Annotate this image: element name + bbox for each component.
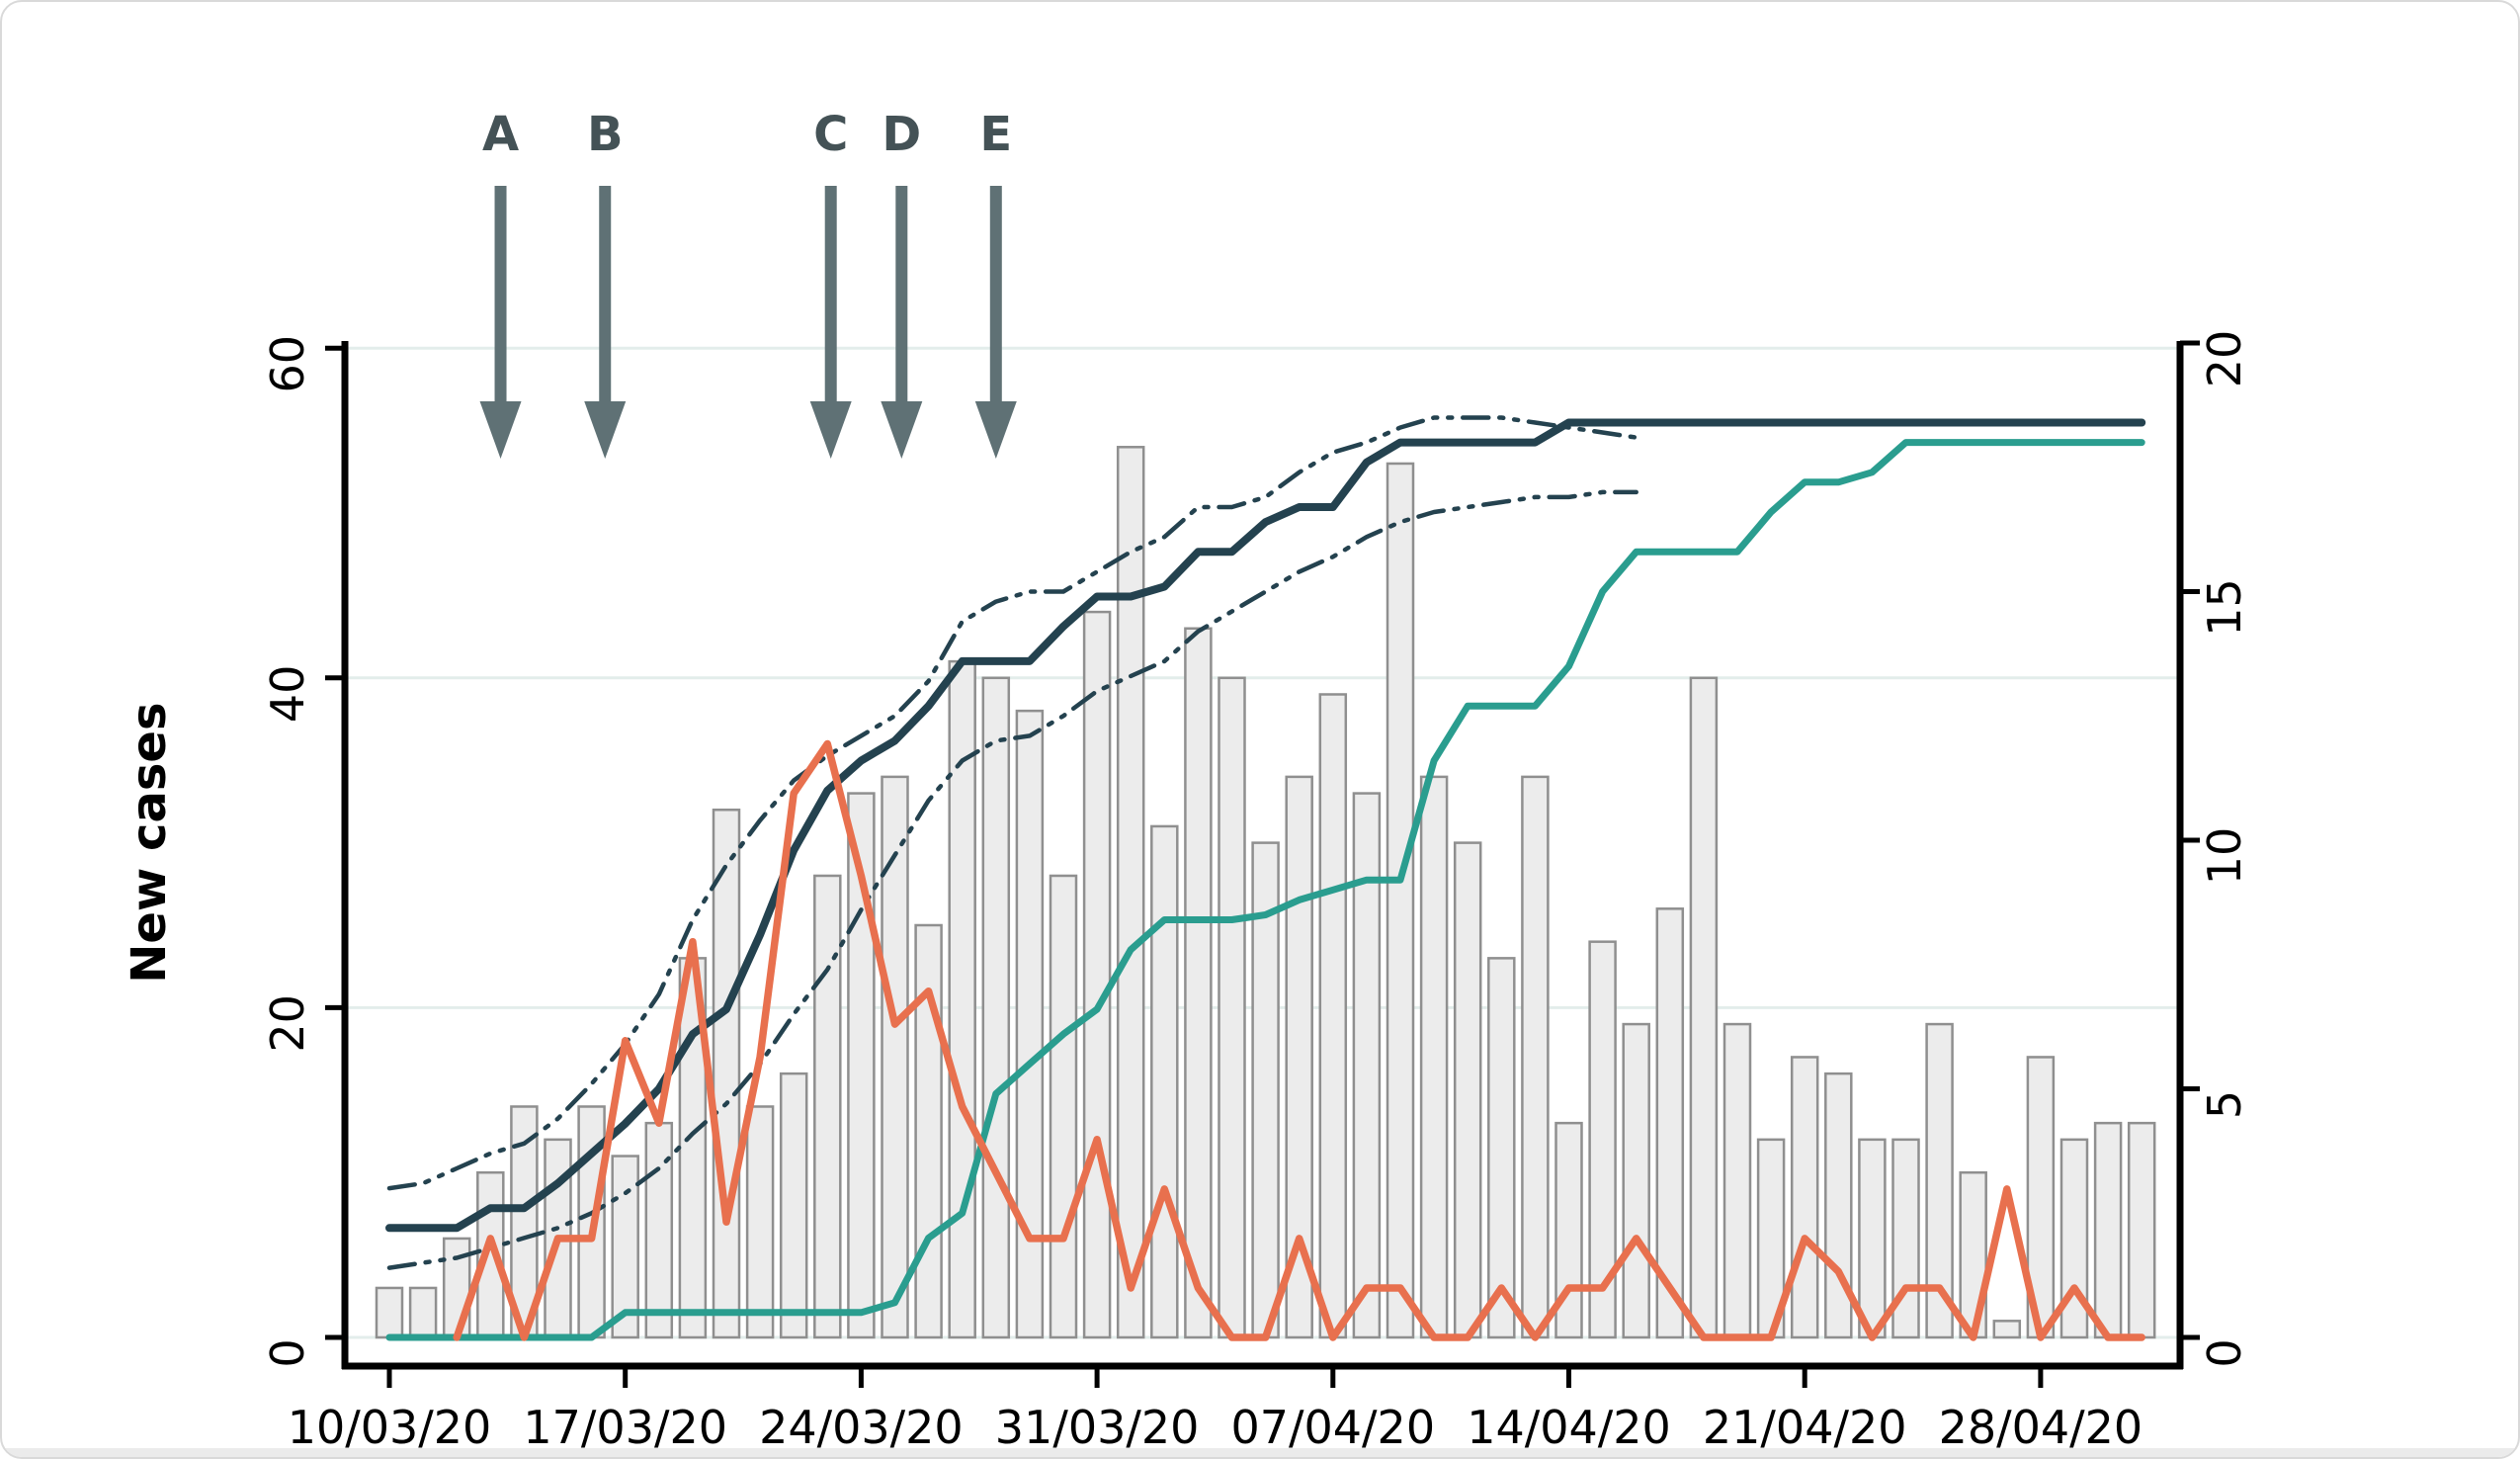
bar-day-08/04 <box>1352 792 1382 1339</box>
bar-day-29/03 <box>1015 709 1045 1339</box>
bar-day-16/04 <box>1622 1022 1650 1339</box>
bar-day-13/04 <box>1521 775 1550 1339</box>
arrow-label-c: C <box>813 107 848 162</box>
bar-day-05/04 <box>1251 841 1280 1339</box>
bar-day-21/04 <box>1790 1056 1819 1339</box>
arrow-head-A <box>479 401 522 459</box>
bar-day-31/03 <box>1082 610 1112 1339</box>
ci-upper-dashed <box>386 415 1638 1191</box>
bar-day-01/05 <box>2127 1121 2156 1339</box>
bar-day-02/04 <box>1150 824 1179 1339</box>
arrow-head-D <box>881 401 923 459</box>
bar-day-18/03 <box>644 1121 674 1339</box>
bar-day-10/04 <box>1419 775 1449 1339</box>
labels-layer: New cases 0 20 40 60 0 5 10 15 20 10/03/… <box>122 107 2251 1454</box>
date-tick-3: 31/03/20 <box>995 1401 1200 1454</box>
observed-cumulative-teal <box>385 439 2145 1341</box>
date-tick-4: 07/04/20 <box>1230 1401 1435 1454</box>
left-tick-40: 40 <box>261 665 314 724</box>
date-tick-2: 24/03/20 <box>759 1401 964 1454</box>
date-tick-1: 17/03/20 <box>523 1401 727 1454</box>
bar-day-11/03 <box>408 1286 438 1339</box>
arrow-label-e: E <box>979 107 1012 162</box>
bar-day-12/04 <box>1487 957 1516 1339</box>
bar-day-27/03 <box>948 659 976 1339</box>
right-tick-15: 15 <box>2198 578 2251 637</box>
bar-day-06/04 <box>1285 775 1313 1339</box>
fitted-cumulative-navy <box>385 418 2146 1233</box>
date-tick-5: 14/04/20 <box>1467 1401 1671 1454</box>
bar-day-11/04 <box>1453 841 1482 1339</box>
lines-layer <box>385 415 2146 1341</box>
right-tick-10: 10 <box>2198 827 2251 886</box>
ci-lower-dashed <box>386 489 1638 1270</box>
date-tick-6: 21/04/20 <box>1703 1401 1907 1454</box>
arrow-label-b: B <box>587 107 624 162</box>
bar-day-21/03 <box>745 1105 775 1339</box>
arrow-head-E <box>974 401 1017 459</box>
bar-day-10/03 <box>375 1286 404 1339</box>
date-tick-7: 28/04/20 <box>1939 1401 2143 1454</box>
right-tick-5: 5 <box>2198 1090 2251 1119</box>
arrow-head-B <box>584 401 627 459</box>
window-bottom-edge <box>2 1448 2518 1457</box>
bar-day-09/04 <box>1386 462 1415 1339</box>
bar-day-01/04 <box>1116 446 1145 1339</box>
bar-day-25/03 <box>881 775 909 1339</box>
bar-day-26/03 <box>914 923 943 1339</box>
bar-day-17/04 <box>1655 907 1685 1339</box>
daily-orange-line <box>453 739 2145 1341</box>
bar-day-22/03 <box>779 1072 808 1339</box>
bar-day-07/04 <box>1318 693 1348 1339</box>
bars-layer <box>375 446 2156 1339</box>
left-tick-20: 20 <box>261 994 314 1053</box>
bar-day-03/04 <box>1184 627 1213 1339</box>
bar-day-30/04 <box>2093 1121 2123 1339</box>
date-tick-0: 10/03/20 <box>288 1401 492 1454</box>
bar-day-20/03 <box>712 808 741 1339</box>
bar-day-23/04 <box>1858 1138 1887 1339</box>
bar-day-19/04 <box>1722 1022 1752 1339</box>
bar-day-27/04 <box>1992 1320 2022 1339</box>
bar-day-23/03 <box>813 874 842 1339</box>
arrow-label-a: A <box>482 107 519 162</box>
left-axis-title: New cases <box>122 702 177 983</box>
axes-layer <box>325 340 2200 1388</box>
bar-day-04/04 <box>1218 676 1246 1339</box>
right-tick-20: 20 <box>2198 330 2251 388</box>
intervention-arrows-layer <box>479 186 1017 459</box>
arrow-head-C <box>809 401 852 459</box>
bar-day-28/03 <box>981 676 1011 1339</box>
bar-day-18/04 <box>1689 676 1719 1339</box>
bar-day-22/04 <box>1824 1072 1853 1339</box>
left-tick-60: 60 <box>261 335 314 393</box>
bar-day-30/03 <box>1049 874 1078 1339</box>
right-tick-0: 0 <box>2198 1338 2251 1367</box>
bar-day-17/03 <box>611 1155 639 1339</box>
left-tick-0: 0 <box>261 1338 314 1367</box>
arrow-label-d: D <box>882 107 921 162</box>
